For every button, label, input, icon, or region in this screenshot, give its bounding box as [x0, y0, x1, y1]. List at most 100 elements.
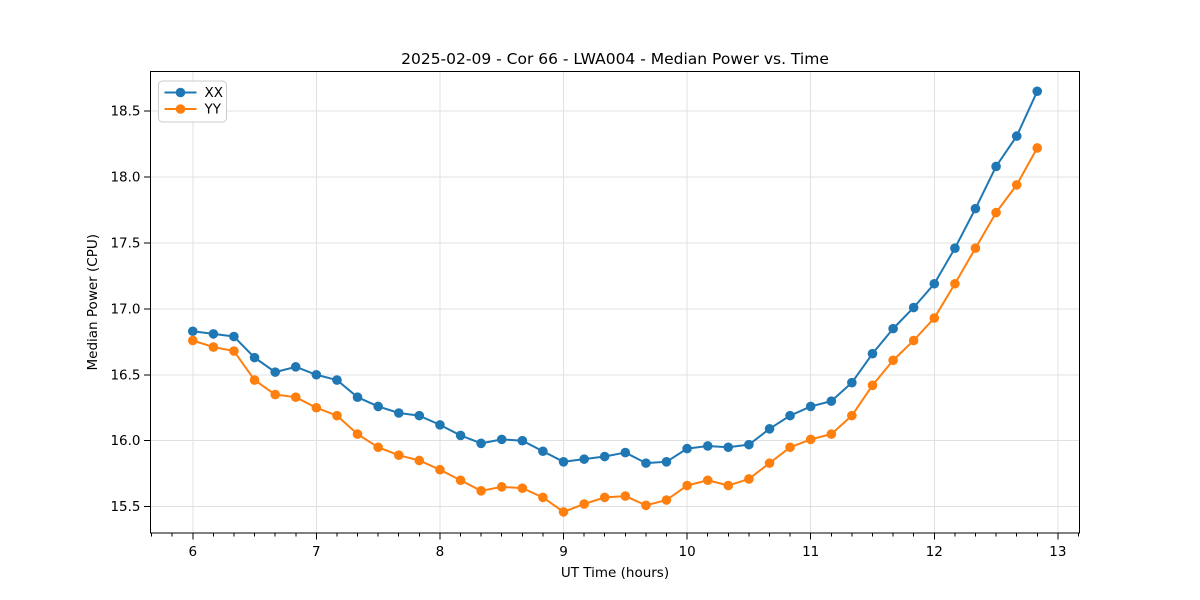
series-XX-marker	[476, 438, 486, 449]
y-tick-label: 17.0	[110, 301, 140, 317]
series-YY-marker	[826, 429, 837, 439]
series-XX-marker	[641, 458, 651, 468]
series-YY-marker	[950, 278, 960, 289]
series-YY-marker	[599, 492, 610, 503]
series-XX-marker	[723, 442, 734, 453]
chart-title: 2025-02-09 - Cor 66 - LWA004 - Median Po…	[401, 50, 829, 68]
series-XX-marker	[373, 401, 383, 412]
series-XX	[187, 86, 1043, 468]
series-XX-marker	[599, 451, 610, 462]
series-XX-marker	[950, 243, 960, 253]
series-YY-marker	[723, 480, 734, 491]
series-XX-marker	[991, 161, 1001, 172]
x-tick-label: 12	[926, 544, 943, 560]
series-YY-marker	[229, 346, 239, 356]
series-YY-marker	[352, 429, 363, 439]
x-axis-label: UT Time (hours)	[561, 565, 669, 581]
y-tick-label: 16.5	[110, 367, 140, 383]
series-YY-marker	[641, 500, 651, 511]
series-YY-marker	[558, 507, 569, 517]
y-tick-label: 17.5	[110, 235, 140, 251]
series-XX-marker	[414, 410, 425, 421]
series-XX-marker	[1011, 131, 1022, 141]
series-YY-marker	[476, 486, 486, 496]
series-YY-marker	[208, 342, 219, 352]
series-YY-marker	[744, 474, 754, 484]
series-XX-marker	[888, 323, 898, 334]
series-YY-marker	[805, 434, 816, 445]
series-XX-marker	[661, 457, 672, 467]
series-XX-marker	[311, 369, 322, 380]
series-YY-marker	[496, 482, 507, 492]
series-XX-marker	[970, 203, 981, 214]
series-XX-marker	[352, 392, 363, 402]
plot-border	[150, 71, 1080, 534]
x-axis-ticks: 6 7 8 9 10 11 12 13	[188, 533, 1066, 560]
series-YY-marker	[311, 402, 322, 413]
series-XX-marker	[764, 424, 775, 434]
series-YY-marker	[970, 243, 981, 253]
series-YY-marker	[579, 499, 589, 509]
series-XX-marker	[187, 326, 198, 337]
series-YY-marker	[373, 442, 383, 453]
series-XX-marker	[270, 367, 281, 377]
y-axis-label: Median Power (CPU)	[85, 234, 101, 370]
series-YY-marker	[187, 335, 198, 346]
series-YY-marker	[414, 455, 425, 466]
series-XX-marker	[558, 457, 569, 467]
series-YY-marker	[1032, 143, 1043, 153]
y-axis-ticks: 15.5 16.0 16.5 17.0 17.5 18.0 18.5	[110, 104, 151, 515]
series-YY-marker	[332, 410, 342, 421]
series-XX-marker	[785, 410, 795, 421]
series-XX-marker	[393, 408, 404, 418]
series-YY-marker	[393, 450, 404, 461]
series-XX-marker	[579, 454, 589, 464]
series-YY-marker	[888, 355, 898, 366]
series-YY-marker	[290, 392, 301, 402]
series-YY-marker	[435, 464, 445, 475]
series-XX-marker	[929, 278, 940, 289]
x-tick-label: 13	[1049, 544, 1066, 560]
series-YY-marker	[620, 491, 631, 501]
series-XX-marker	[290, 362, 301, 372]
series-YY-marker	[1011, 180, 1022, 190]
legend-label-YY: YY	[204, 102, 222, 118]
grid-lines	[150, 71, 1080, 533]
legend-marker-XX	[175, 87, 186, 98]
series-XX-marker	[208, 329, 219, 339]
series-YY-marker	[847, 410, 857, 421]
series-XX-marker	[249, 352, 260, 363]
series-YY-marker	[991, 207, 1001, 218]
y-tick-label: 16.0	[110, 433, 140, 449]
legend-box	[158, 80, 227, 123]
series-YY-marker	[538, 492, 548, 503]
series-XX-marker	[702, 441, 713, 451]
series-XX-marker	[805, 401, 816, 412]
series-YY-marker	[661, 495, 672, 505]
series-XX-marker	[847, 377, 857, 388]
x-axis-minor-ticks	[151, 533, 1079, 537]
series-XX-marker	[744, 439, 754, 450]
series-YY-marker	[764, 458, 775, 468]
series-YY-marker	[682, 480, 692, 491]
series-XX-marker	[229, 331, 239, 342]
series-XX-marker	[867, 348, 878, 359]
series-YY-marker	[867, 380, 878, 391]
x-tick-label: 6	[188, 544, 197, 560]
series-XX-marker	[908, 302, 919, 313]
series-XX-marker	[455, 430, 466, 441]
series-XX-marker	[435, 420, 445, 430]
series-XX-marker	[682, 443, 692, 454]
series-YY	[187, 143, 1043, 517]
series-YY-marker	[270, 389, 281, 400]
series-XX-marker	[826, 396, 837, 406]
series-YY-marker	[929, 313, 940, 323]
x-tick-label: 10	[679, 544, 696, 560]
legend-marker-YY	[175, 104, 186, 114]
x-tick-label: 7	[312, 544, 321, 560]
series-XX-marker	[496, 434, 507, 445]
